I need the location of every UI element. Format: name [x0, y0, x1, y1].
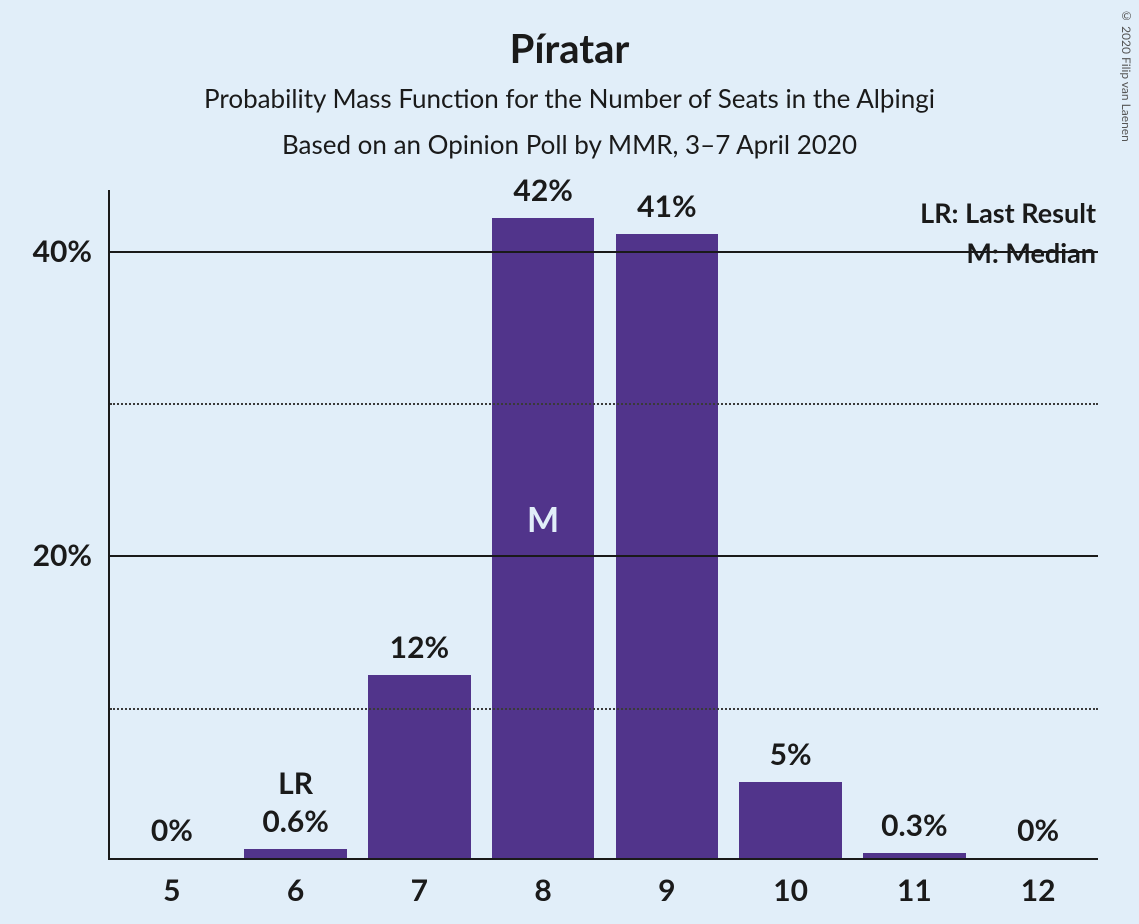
bar — [616, 234, 719, 858]
bar-slot: 12%7 — [358, 190, 482, 858]
xtick-label: 6 — [287, 872, 304, 908]
gridline-minor — [110, 403, 1098, 405]
xtick-label: 8 — [534, 872, 551, 908]
bar-slot: 5%10 — [729, 190, 853, 858]
legend-item: M: Median — [966, 236, 1096, 269]
bar — [244, 849, 347, 858]
xtick-label: 9 — [658, 872, 675, 908]
bar-slot: 0%12 — [976, 190, 1100, 858]
bar-value-label: 12% — [390, 629, 449, 665]
legend-item: LR: Last Result — [920, 196, 1096, 229]
xtick-label: 7 — [411, 872, 428, 908]
plot-area: 0%50.6%6LR12%742%8M41%95%100.3%110%12 20… — [108, 190, 1098, 860]
bar-slot: 0.6%6LR — [234, 190, 358, 858]
bar-value-label: 0.3% — [881, 807, 948, 843]
chart-subtitle-1: Probability Mass Function for the Number… — [0, 82, 1139, 114]
xtick-label: 11 — [897, 872, 932, 908]
chart-title: Píratar — [0, 24, 1139, 72]
bar-value-label: 42% — [513, 172, 572, 208]
chart-subtitle-2: Based on an Opinion Poll by MMR, 3–7 Apr… — [0, 128, 1139, 160]
gridline-major — [110, 251, 1098, 253]
bar-value-label: 41% — [637, 188, 696, 224]
bars-layer: 0%50.6%6LR12%742%8M41%95%100.3%110%12 — [110, 190, 1098, 858]
bar-value-label: 0% — [151, 812, 193, 848]
ytick-label: 40% — [33, 233, 92, 269]
copyright-text: © 2020 Filip van Laenen — [1119, 8, 1134, 142]
xtick-label: 5 — [163, 872, 180, 908]
gridline-major — [110, 555, 1098, 557]
xtick-label: 12 — [1021, 872, 1056, 908]
bar-value-label: 5% — [770, 736, 812, 772]
bar — [863, 853, 966, 858]
bar-slot: 0.3%11 — [853, 190, 977, 858]
bar — [739, 782, 842, 858]
bar-annotation: LR — [278, 765, 313, 801]
gridline-minor — [110, 708, 1098, 710]
bar-value-label: 0% — [1017, 812, 1059, 848]
bar-annotation: M — [527, 499, 559, 540]
chart-canvas: Píratar Probability Mass Function for th… — [0, 0, 1139, 924]
bar-slot: 0%5 — [110, 190, 234, 858]
bar-slot: 41%9 — [605, 190, 729, 858]
bar-value-label: 0.6% — [262, 803, 329, 839]
bar-slot: 42%8M — [481, 190, 605, 858]
ytick-label: 20% — [33, 537, 92, 573]
bar — [368, 675, 471, 858]
xtick-label: 10 — [773, 872, 808, 908]
